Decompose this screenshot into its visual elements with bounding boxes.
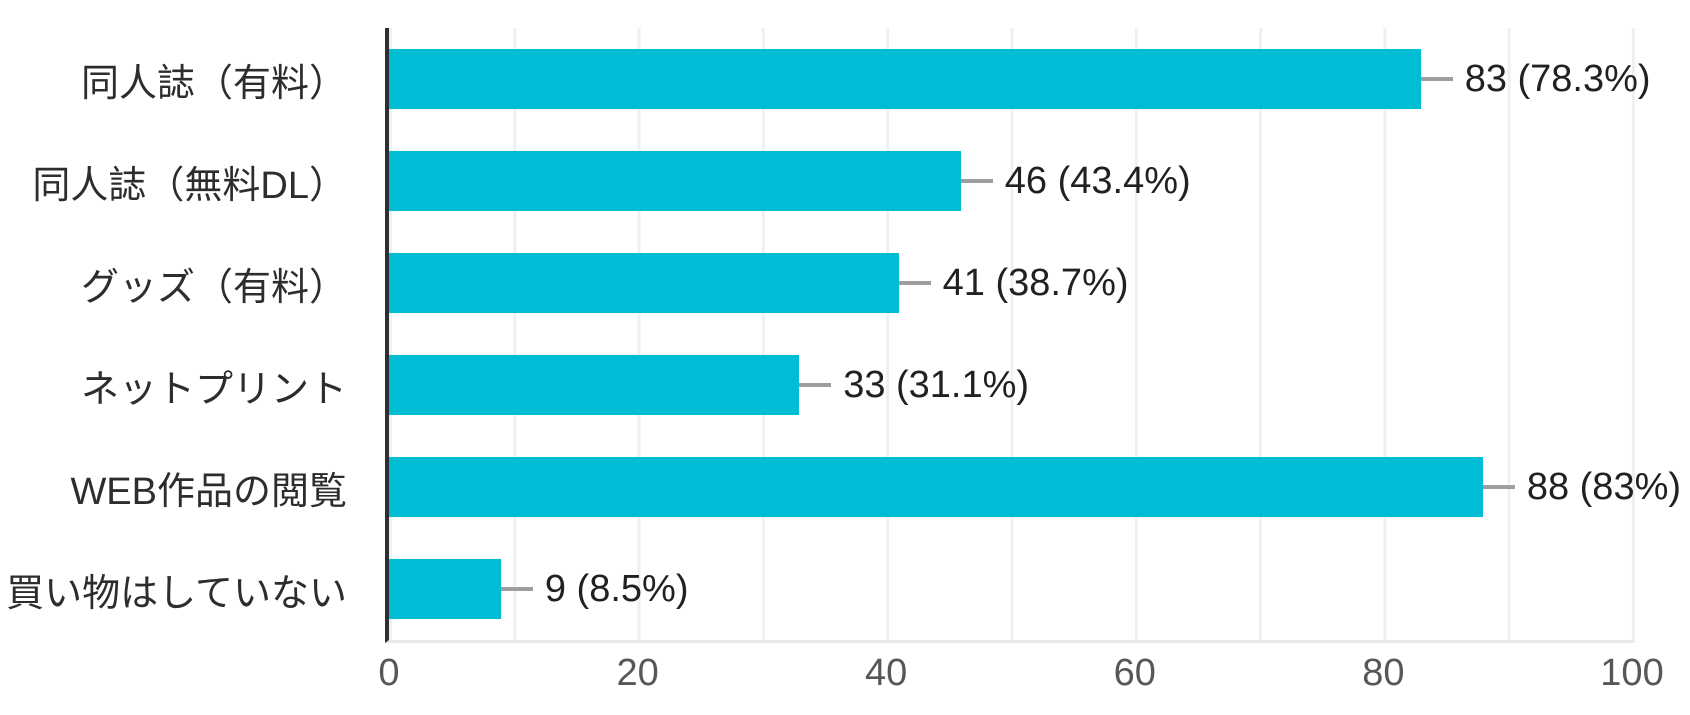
value-label: 41 (38.7%) <box>942 261 1129 304</box>
category-label: ネットプリント <box>80 368 347 411</box>
connector-line <box>1420 77 1453 81</box>
plot-area: 83 (78.3%) 46 (43.4%) 41 (38.7%) 33 (31.… <box>385 28 1681 643</box>
value-label: 46 (43.4%) <box>1004 159 1191 202</box>
category-label: WEB作品の閲覧 <box>70 470 347 513</box>
bar-row: 9 (8.5%) <box>389 538 1632 640</box>
value-label: 83 (78.3%) <box>1464 57 1651 100</box>
x-tick-label: 0 <box>378 652 400 694</box>
value-label: 88 (83%) <box>1526 465 1682 508</box>
value-label: 9 (8.5%) <box>544 567 689 610</box>
connector-line <box>960 179 993 183</box>
bar <box>389 151 961 211</box>
connector-line <box>1482 485 1515 489</box>
x-axis: 0 20 40 60 80 100 <box>378 652 1663 702</box>
x-tick-label: 60 <box>1113 652 1156 694</box>
connector-line <box>500 587 533 591</box>
bar <box>389 49 1421 109</box>
category-label: グッズ（有料） <box>80 266 347 309</box>
x-tick-label: 40 <box>865 652 908 694</box>
value-label: 33 (31.1%) <box>843 363 1030 406</box>
bar-row: 33 (31.1%) <box>389 334 1632 436</box>
x-tick-label: 100 <box>1600 652 1664 694</box>
category-axis: 同人誌（有料） 同人誌（無料DL） グッズ（有料） ネットプリント WEB作品の… <box>0 28 347 640</box>
connector-line <box>898 281 931 285</box>
category-label: 同人誌（有料） <box>80 62 347 105</box>
bar-row: 88 (83%) <box>389 436 1681 538</box>
bar-row: 46 (43.4%) <box>389 130 1632 232</box>
bar-row: 41 (38.7%) <box>389 232 1632 334</box>
bar <box>389 559 501 619</box>
bar <box>389 253 899 313</box>
bar <box>389 457 1483 517</box>
category-label: 買い物はしていない <box>6 572 347 615</box>
connector-line <box>799 383 832 387</box>
x-tick-label: 80 <box>1362 652 1405 694</box>
x-tick-label: 20 <box>616 652 659 694</box>
category-label: 同人誌（無料DL） <box>32 164 347 207</box>
bar <box>389 355 800 415</box>
bar-row: 83 (78.3%) <box>389 28 1651 130</box>
